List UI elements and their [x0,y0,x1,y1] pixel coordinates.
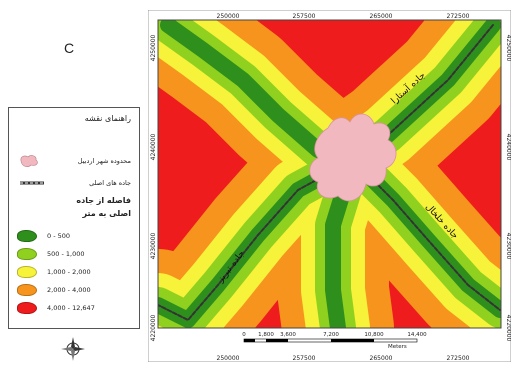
class-swatch [17,230,37,242]
map-frame: جاده آستارا جاده تبریز جاده خلخال 250000… [148,10,511,362]
class-swatch [17,302,37,314]
bottom-tick: 265000 [370,355,393,362]
scale-label: 7,200 [323,332,339,338]
class-swatch [17,266,37,278]
top-tick: 272500 [447,13,470,20]
bottom-tick: 257500 [293,355,316,362]
left-tick: 4220000 [150,314,157,341]
right-tick: 4230000 [505,233,511,260]
scale-label: 10,800 [364,332,384,338]
bottom-tick: 272500 [447,355,470,362]
top-coordinate-ticks: 250000 257500 265000 272500 [217,13,470,20]
legend-class-row: 1,000 - 2,000 [17,266,91,278]
right-coordinate-ticks: 4250000 4240000 4230000 4220000 [505,35,511,342]
scale-unit: Meters [388,344,407,350]
legend-class-row: 500 - 1,000 [17,248,85,260]
scale-label: 3,600 [280,332,296,338]
top-tick: 257500 [293,13,316,20]
class-label: 1,000 - 2,000 [47,268,91,276]
top-tick: 250000 [217,13,240,20]
city-boundary-ardabil [309,113,397,202]
class-label: 0 - 500 [47,232,71,240]
legend-class-row: 4,000 - 12,647 [17,302,95,314]
road-swatch [20,181,44,185]
scale-bar: 0 1,800 3,600 7,200 10,800 14,400 Meters [188,329,494,353]
city-swatch [20,155,38,167]
legend-class-row: 2,000 - 4,000 [17,284,91,296]
class-label: 500 - 1,000 [47,250,85,258]
scale-label: 1,800 [258,332,274,338]
legend-road-label: جاده های اصلی [89,179,131,187]
legend-class-row: 0 - 500 [17,230,70,242]
right-tick: 4250000 [505,35,511,62]
left-tick: 4230000 [150,232,157,259]
map-legend: راهنمای نقشه محدوده شهر اردبیل جاده های … [8,107,140,329]
panel-letter: C [64,40,75,56]
legend-heading-2: اصلی به متر [82,209,131,218]
class-swatch [17,248,37,260]
left-coordinate-ticks: 4250000 4240000 4230000 4220000 [150,34,157,341]
left-tick: 4240000 [150,133,157,160]
class-label: 4,000 - 12,647 [47,304,95,312]
legend-heading-1: فاصله از جاده [76,196,131,205]
top-tick: 265000 [370,13,393,20]
left-tick: 4250000 [150,34,157,61]
class-swatch [17,284,37,296]
distance-raster [158,20,501,328]
legend-title: راهنمای نقشه [84,114,131,123]
right-tick: 4220000 [505,315,511,342]
right-tick: 4240000 [505,134,511,161]
class-label: 2,000 - 4,000 [47,286,91,294]
scale-label: 14,400 [407,332,427,338]
bottom-tick: 250000 [217,355,240,362]
map-neatline [157,19,502,329]
legend-city-label: محدوده شهر اردبیل [77,157,131,165]
north-arrow-icon [61,337,85,361]
bottom-coordinate-ticks: 250000 257500 265000 272500 [217,355,470,362]
scale-label: 0 [242,332,246,338]
